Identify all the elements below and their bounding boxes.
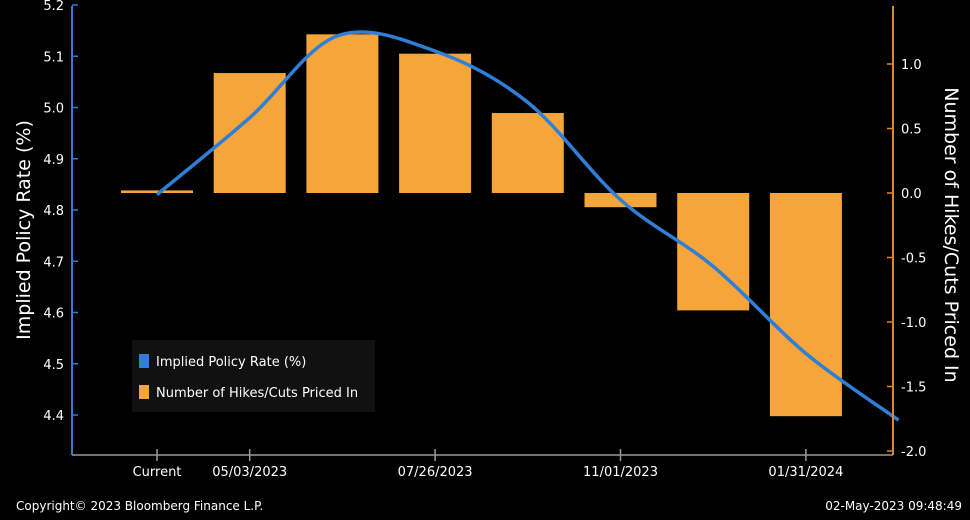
footer: Copyright© 2023 Bloomberg Finance L.P. 02… bbox=[16, 499, 962, 513]
left-tick-label-7: 4.5 bbox=[43, 358, 64, 373]
right-tick-label-2: 0.0 bbox=[901, 187, 922, 202]
bar-7 bbox=[769, 193, 842, 417]
legend-label-bar: Number of Hikes/Cuts Priced In bbox=[156, 386, 358, 401]
left-tick-label-8: 4.4 bbox=[43, 409, 64, 424]
right-tick-label-4: -1.0 bbox=[901, 316, 926, 331]
right-tick-label-0: 1.0 bbox=[901, 58, 922, 73]
right-tick-label-6: -2.0 bbox=[901, 445, 926, 460]
bar-6 bbox=[677, 193, 750, 311]
line-layer bbox=[155, 30, 900, 422]
left-tick-label-4: 4.8 bbox=[43, 204, 64, 219]
timestamp-text: 02-May-2023 09:48:49 bbox=[825, 499, 962, 513]
left-tick-label-3: 4.9 bbox=[43, 153, 64, 168]
left-tick-label-1: 5.1 bbox=[43, 50, 64, 65]
left-axis-title: Implied Policy Rate (%) bbox=[13, 120, 35, 340]
bar-3 bbox=[399, 53, 472, 194]
x-tick-label-3: 11/01/2023 bbox=[583, 465, 658, 480]
left-tick-label-2: 5.0 bbox=[43, 102, 64, 117]
left-tick-label-5: 4.7 bbox=[43, 255, 64, 270]
bar-0 bbox=[121, 190, 193, 193]
x-tick-label-4: 01/31/2024 bbox=[768, 465, 843, 480]
axes-layer: 5.2 5.1 5.0 4.9 4.8 4.7 4.6 4.5 4.4 Implied Polic… bbox=[13, 0, 962, 480]
x-tick-label-2: 07/26/2023 bbox=[398, 465, 473, 480]
right-tick-label-5: -1.5 bbox=[901, 381, 926, 396]
copyright-text: Copyright© 2023 Bloomberg Finance L.P. bbox=[16, 499, 263, 513]
left-tick-label-0: 5.2 bbox=[43, 0, 64, 14]
x-tick-label-0: Current bbox=[133, 465, 182, 480]
legend-label-line: Implied Policy Rate (%) bbox=[156, 355, 306, 370]
legend-box bbox=[132, 340, 375, 412]
bar-2 bbox=[306, 34, 379, 193]
legend: Implied Policy Rate (%) Number of Hikes/C… bbox=[132, 340, 375, 412]
left-tick-label-6: 4.6 bbox=[43, 307, 64, 322]
right-tick-label-3: -0.5 bbox=[901, 252, 926, 267]
right-tick-label-1: 0.5 bbox=[901, 123, 922, 138]
legend-swatch-line bbox=[139, 354, 149, 368]
legend-swatch-bar bbox=[139, 385, 149, 399]
policy-rate-line bbox=[155, 30, 900, 422]
right-axis-title: Number of Hikes/Cuts Priced In bbox=[940, 87, 962, 382]
x-tick-label-1: 05/03/2023 bbox=[212, 465, 287, 480]
